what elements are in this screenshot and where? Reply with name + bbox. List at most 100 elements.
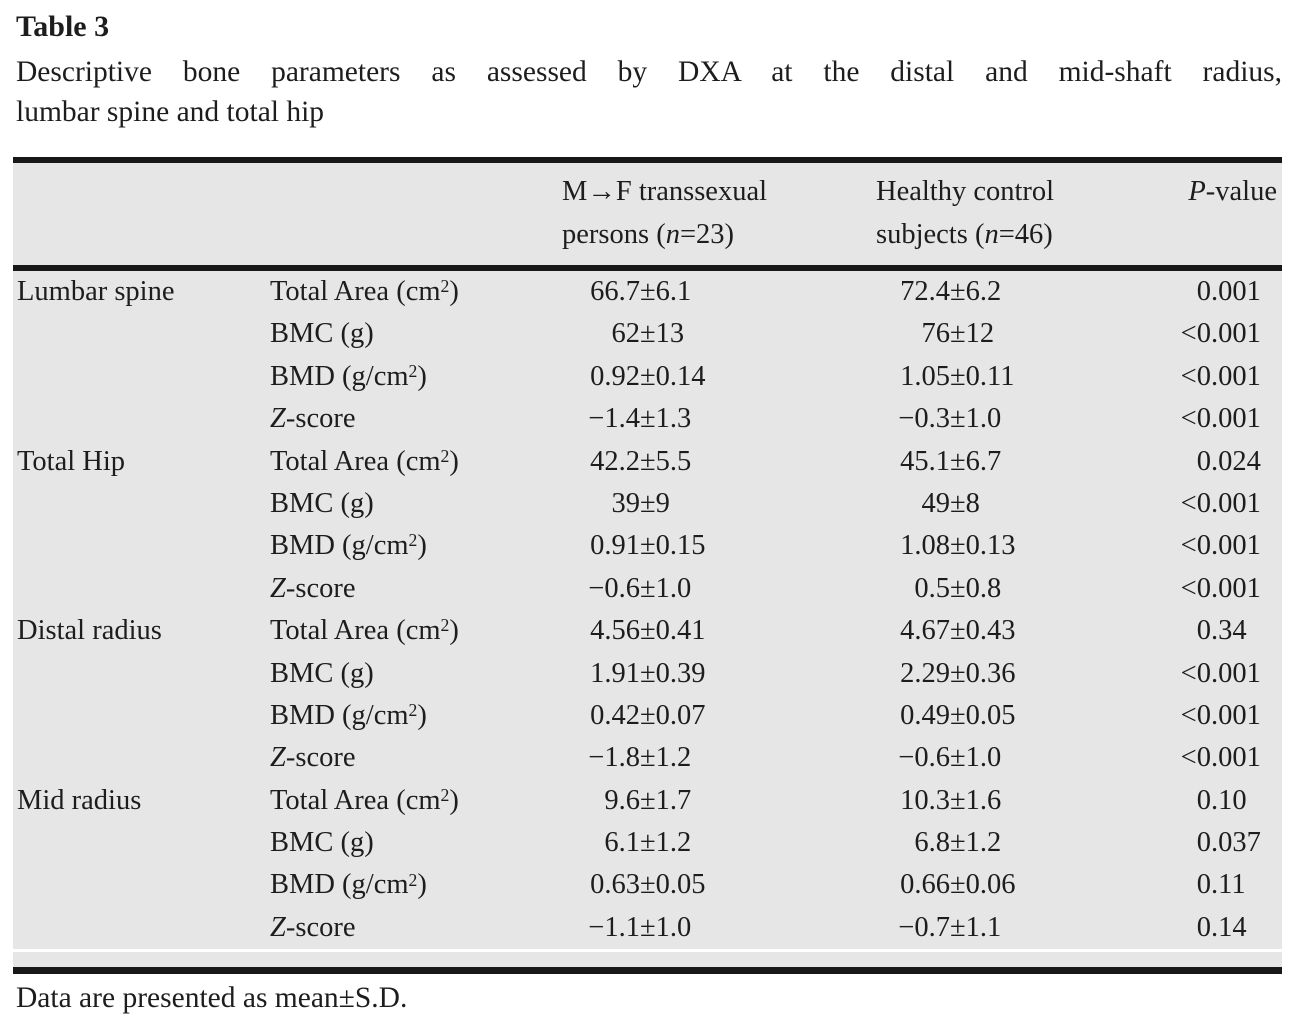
column-header-mtf-group: M→F transsexual persons (n=23) xyxy=(559,170,869,265)
value-transsexual: 0.42 ±0.07 xyxy=(590,699,706,731)
value-control: 0.5 ±0.8 xyxy=(914,572,1002,604)
value-control: 0.66 ±0.06 xyxy=(900,869,1016,901)
column-header-mtf-line1: M→F transsexual xyxy=(562,176,768,207)
table-header-rule xyxy=(13,265,1282,271)
table-row: Lumbar spine Total Area (cm2) 66.7 ±6.1 72.4… xyxy=(13,271,1282,313)
value-transsexual: −1.1 ±1.0 xyxy=(588,911,692,943)
p-value: 0.037 xyxy=(1196,827,1261,859)
value-transsexual: 66.7 ±6.1 xyxy=(590,276,692,307)
value-transsexual: 0.91 ±0.15 xyxy=(590,530,706,562)
p-value: <0.001 xyxy=(1180,530,1261,562)
p-value: <0.001 xyxy=(1180,487,1261,519)
site-label xyxy=(13,313,267,355)
table-row: Mid radius Total Area (cm2) 9.6 ±1.7 10.3 ±1.… xyxy=(13,780,1282,822)
site-label xyxy=(13,483,267,525)
value-control: 4.67 ±0.43 xyxy=(900,615,1016,647)
value-control: 6.8 ±1.2 xyxy=(914,827,1002,859)
parameter-label: Z-score xyxy=(270,403,356,435)
table-row: BMD (g/cm2) 0.63 ±0.05 0.66 ±0.06 0.11 xyxy=(13,864,1282,906)
table-row: Distal radius Total Area (cm2) 4.56 ±0.41 4.… xyxy=(13,610,1282,652)
table-header-row: M→F transsexual persons (n=23) Healthy c… xyxy=(13,163,1282,265)
site-label: Mid radius xyxy=(17,784,142,816)
value-transsexual: 1.91 ±0.39 xyxy=(590,657,706,689)
value-transsexual: 0.63 ±0.05 xyxy=(590,869,706,901)
parameter-label: Z-score xyxy=(270,911,356,943)
table-caption: Descriptive bone parameters as assessed … xyxy=(16,52,1282,132)
parameter-label: BMD (g/cm2) xyxy=(270,699,427,731)
value-control: 0.49 ±0.05 xyxy=(900,699,1016,731)
value-transsexual: −1.4 ±1.3 xyxy=(588,403,692,435)
value-control: 1.05 ±0.11 xyxy=(900,360,1015,392)
value-transsexual: −0.6 ±1.0 xyxy=(588,572,692,604)
header-cell-empty-site xyxy=(13,170,267,265)
data-table: M→F transsexual persons (n=23) Healthy c… xyxy=(13,157,1282,975)
site-label: Lumbar spine xyxy=(17,276,175,307)
table-body: Lumbar spine Total Area (cm2) 66.7 ±6.1 72.4… xyxy=(13,271,1282,949)
table-row: BMC (g) 39 ±9 49 ±8 <0.001 xyxy=(13,483,1282,525)
table-row: BMC (g) 1.91 ±0.39 2.29 ±0.36 <0.001 xyxy=(13,653,1282,695)
table-row: BMD (g/cm2) 0.42 ±0.07 0.49 ±0.05 <0.001 xyxy=(13,695,1282,737)
parameter-label: Z-score xyxy=(270,742,356,774)
table-panel: M→F transsexual persons (n=23) Healthy c… xyxy=(13,163,1282,968)
parameter-label: BMC (g) xyxy=(270,657,374,689)
table-row: Z-score −0.6 ±1.0 0.5 ±0.8 <0.001 xyxy=(13,568,1282,610)
p-value: <0.001 xyxy=(1180,403,1261,435)
caption-line-2: lumbar spine and total hip xyxy=(16,96,325,128)
site-label xyxy=(13,695,267,737)
value-control: −0.3 ±1.0 xyxy=(898,403,1002,435)
value-transsexual: 39 ±9 xyxy=(611,487,670,519)
parameter-label: Total Area (cm2) xyxy=(270,784,459,816)
p-value: 0.024 xyxy=(1196,445,1261,477)
parameter-label: Total Area (cm2) xyxy=(270,276,459,307)
value-control: 10.3 ±1.6 xyxy=(900,784,1002,816)
site-label xyxy=(13,737,267,779)
parameter-label: BMC (g) xyxy=(270,827,374,859)
parameter-label: Total Area (cm2) xyxy=(270,445,459,477)
caption-line-1: Descriptive bone parameters as assessed … xyxy=(16,56,1282,88)
table-bottom-gray-strip xyxy=(13,952,1282,967)
p-value: 0.10 xyxy=(1196,784,1247,816)
column-header-control-line2: subjects (n=46) xyxy=(876,219,1053,250)
table-row: BMD (g/cm2) 0.91 ±0.15 1.08 ±0.13 <0.001 xyxy=(13,525,1282,567)
value-control: −0.7 ±1.1 xyxy=(898,911,1002,943)
site-label xyxy=(13,907,267,949)
table-top-rule xyxy=(13,157,1282,163)
parameter-label: BMD (g/cm2) xyxy=(270,530,427,562)
site-label xyxy=(13,356,267,398)
table-row: Z-score −1.1 ±1.0 −0.7 ±1.1 0.14 xyxy=(13,907,1282,949)
site-label xyxy=(13,864,267,906)
p-value: <0.001 xyxy=(1180,572,1261,604)
value-transsexual: 9.6 ±1.7 xyxy=(604,784,692,816)
column-header-mtf-line2: persons (n=23) xyxy=(562,219,735,250)
table-row: BMD (g/cm2) 0.92 ±0.14 1.05 ±0.11 <0.001 xyxy=(13,356,1282,398)
table-row: BMC (g) 6.1 ±1.2 6.8 ±1.2 0.037 xyxy=(13,822,1282,864)
value-transsexual: 6.1 ±1.2 xyxy=(604,827,692,859)
parameter-label: BMD (g/cm2) xyxy=(270,869,427,901)
site-label xyxy=(13,653,267,695)
site-label xyxy=(13,822,267,864)
column-header-control-line1: Healthy control xyxy=(876,176,1055,207)
value-transsexual: 62 ±13 xyxy=(611,318,685,350)
p-value: <0.001 xyxy=(1180,360,1261,392)
parameter-label: Z-score xyxy=(270,572,356,604)
site-label: Distal radius xyxy=(17,615,162,647)
table-bottom-rule xyxy=(13,967,1282,975)
p-value: <0.001 xyxy=(1180,699,1261,731)
value-transsexual: −1.8 ±1.2 xyxy=(588,742,692,774)
p-value: <0.001 xyxy=(1180,742,1261,774)
value-control: 72.4 ±6.2 xyxy=(900,276,1002,307)
value-control: −0.6 ±1.0 xyxy=(898,742,1002,774)
value-control: 1.08 ±0.13 xyxy=(900,530,1016,562)
value-control: 45.1 ±6.7 xyxy=(900,445,1002,477)
table-row: Z-score −1.8 ±1.2 −0.6 ±1.0 <0.001 xyxy=(13,737,1282,779)
table-row: Total Hip Total Area (cm2) 42.2 ±5.5 45.1 ±6.… xyxy=(13,441,1282,483)
p-value: 0.001 xyxy=(1196,276,1261,307)
column-header-control-group: Healthy control subjects (n=46) xyxy=(869,170,1169,265)
table-row: Z-score −1.4 ±1.3 −0.3 ±1.0 <0.001 xyxy=(13,398,1282,440)
parameter-label: Total Area (cm2) xyxy=(270,615,459,647)
site-label xyxy=(13,525,267,567)
p-value: 0.14 xyxy=(1196,911,1247,943)
site-label: Total Hip xyxy=(17,445,126,477)
site-label xyxy=(13,398,267,440)
